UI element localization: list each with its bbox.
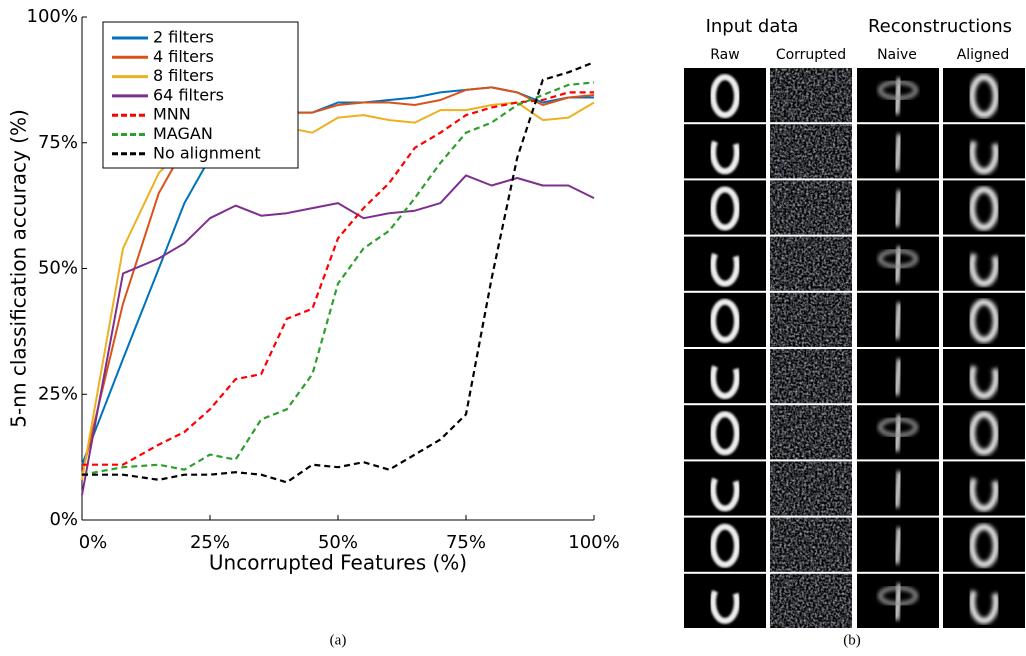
y-tick-label: 75% [38,132,78,153]
line-chart: 0% 25% 50% 75% 100% 0% 25% 50% 75% 100% Uncorrupte… [7,6,620,575]
legend-label: MNN [153,105,191,124]
x-tick-label: 50% [318,532,358,553]
digit-stroke [710,74,740,119]
blurry-digit [892,471,904,508]
y-axis-label: 5-nn classification accuracy (%) [7,109,31,428]
blurry-digit [892,358,904,396]
image-grid: Input data Reconstructions Raw Corrupted… [684,16,1025,628]
x-tick-label: 0% [79,532,108,553]
column-header: Raw [710,47,739,63]
digit-stroke [710,355,740,400]
blurry-digit [878,417,918,438]
digit-stroke [969,355,999,400]
digit-stroke [969,411,999,456]
digit-stroke [710,523,740,568]
blurry-digit [878,80,918,101]
legend-label: 4 filters [153,47,214,66]
blurry-digit [892,190,904,227]
digit-stroke [969,523,999,568]
x-tick-label: 75% [446,532,486,553]
digit-stroke [710,130,740,175]
noise [770,461,852,516]
y-tick-label: 100% [27,6,78,27]
column-header: Naive [877,47,917,63]
caption: (b) [843,632,861,648]
noise [770,573,852,628]
legend-label: 8 filters [153,66,214,85]
digit-stroke [969,130,999,175]
digit-stroke [710,467,740,512]
digit-stroke [969,74,999,119]
noise [770,517,852,572]
noise [770,124,852,179]
group-header: Input data [706,16,799,37]
noise [770,405,852,460]
noise [770,180,852,235]
caption: (a) [330,632,347,648]
group-header: Reconstructions [868,16,1012,37]
digit-stroke [710,579,740,624]
legend-label: No alignment [153,143,261,162]
blurry-digit [878,248,918,269]
column-header: Corrupted [776,47,846,63]
x-tick-label: 100% [568,532,619,553]
digit-stroke [710,186,740,231]
legend-label: MAGAN [153,124,213,143]
digit-stroke [969,579,999,624]
noise [770,236,852,291]
series-line [81,174,595,496]
digit-stroke [710,411,740,456]
blurry-digit [892,133,904,171]
y-tick-label: 25% [38,383,78,404]
noise [770,349,852,404]
series-line [81,81,595,476]
blurry-digit [892,302,904,340]
noise [770,292,852,347]
blurry-digit [892,527,904,565]
x-tick-label: 25% [190,532,230,553]
noise [770,68,852,123]
series-line [82,61,595,484]
digit-stroke [710,242,740,287]
y-tick-label: 50% [38,258,78,279]
column-header: Aligned [957,47,1010,63]
y-tick-label: 0% [49,509,78,530]
blurry-digit [878,585,918,606]
digit-stroke [969,242,999,287]
legend-label: 2 filters [153,28,214,47]
digit-stroke [969,467,999,512]
digit-stroke [969,298,999,343]
legend-label: 64 filters [153,85,224,104]
digit-stroke [969,186,999,231]
series-line [82,91,594,466]
x-axis-label: Uncorrupted Features (%) [209,551,467,575]
digit-stroke [710,298,740,343]
